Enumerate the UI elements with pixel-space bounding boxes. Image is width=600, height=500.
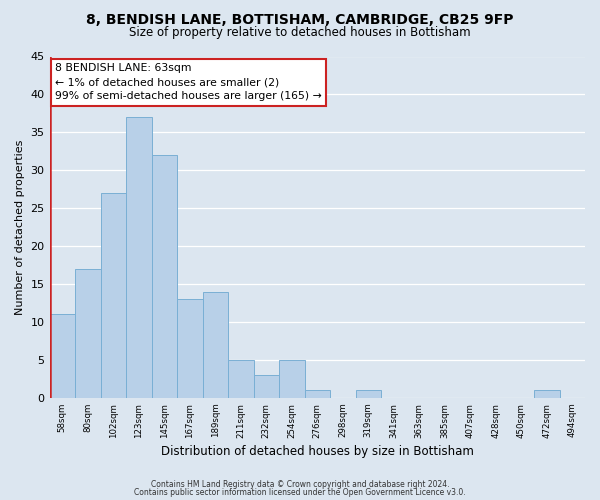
Bar [356, 390, 381, 398]
Bar [254, 375, 279, 398]
Bar [534, 390, 560, 398]
Bar [75, 269, 101, 398]
Text: 8 BENDISH LANE: 63sqm
← 1% of detached houses are smaller (2)
99% of semi-detach: 8 BENDISH LANE: 63sqm ← 1% of detached h… [55, 64, 322, 102]
Bar [177, 299, 203, 398]
X-axis label: Distribution of detached houses by size in Bottisham: Distribution of detached houses by size … [161, 444, 474, 458]
Text: Contains HM Land Registry data © Crown copyright and database right 2024.: Contains HM Land Registry data © Crown c… [151, 480, 449, 489]
Bar [228, 360, 254, 398]
Text: Size of property relative to detached houses in Bottisham: Size of property relative to detached ho… [129, 26, 471, 39]
Text: 8, BENDISH LANE, BOTTISHAM, CAMBRIDGE, CB25 9FP: 8, BENDISH LANE, BOTTISHAM, CAMBRIDGE, C… [86, 12, 514, 26]
Text: Contains public sector information licensed under the Open Government Licence v3: Contains public sector information licen… [134, 488, 466, 497]
Y-axis label: Number of detached properties: Number of detached properties [15, 140, 25, 315]
Bar [279, 360, 305, 398]
Bar [305, 390, 330, 398]
Bar [152, 155, 177, 398]
Bar [203, 292, 228, 398]
Bar [101, 193, 126, 398]
Bar [50, 314, 75, 398]
Bar [126, 117, 152, 398]
